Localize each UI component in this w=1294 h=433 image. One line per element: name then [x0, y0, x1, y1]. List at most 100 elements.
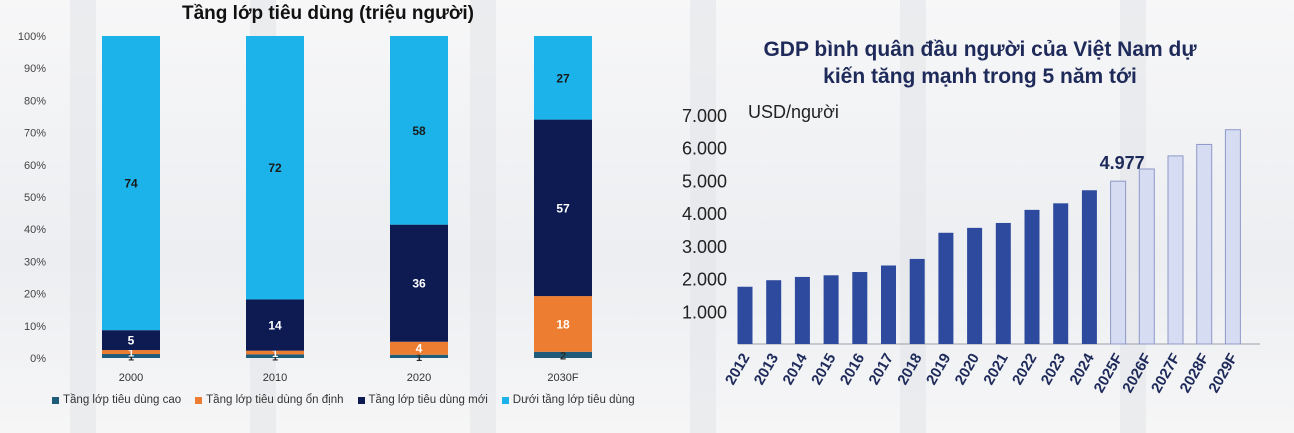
- bar-value-label: 36: [412, 277, 426, 291]
- right-xtick-label: 2022: [1009, 351, 1040, 388]
- bar-value-label: 2: [560, 350, 566, 362]
- left-ytick-label: 60%: [24, 160, 46, 172]
- consumer-class-plot: 0%10%20%30%40%50%60%70%80%90%100%1157420…: [18, 31, 592, 384]
- gdp-bar: [881, 265, 896, 344]
- right-xtick-label: 2021: [980, 351, 1011, 388]
- stacked-bar-segment: [246, 36, 304, 300]
- stacked-bar-segment: [246, 350, 304, 355]
- right-xtick-label: 2015: [808, 351, 839, 388]
- stacked-bar-segment: [246, 299, 304, 351]
- gdp-bar: [766, 280, 782, 344]
- gdp-per-capita-chart: GDP bình quân đầu người của Việt Nam dự …: [660, 0, 1294, 433]
- bar-value-label: 1: [128, 352, 134, 364]
- gdp-bar: [1196, 143, 1213, 345]
- left-xtick-label: 2000: [119, 372, 143, 384]
- legend-swatch: [357, 396, 365, 404]
- gdp-bar: [995, 222, 1011, 344]
- gdp-bar: [1224, 129, 1241, 345]
- right-chart-title: GDP bình quân đầu người của Việt Nam dự …: [763, 38, 1197, 88]
- left-ytick-label: 40%: [24, 224, 46, 236]
- bar-value-label: 4: [416, 342, 423, 356]
- left-xtick-label: 2020: [407, 372, 431, 384]
- right-xtick-label: 2014: [779, 350, 811, 388]
- stacked-bar-segment: [534, 36, 592, 120]
- right-ytick-label: 6.000: [682, 139, 727, 159]
- left-ytick-label: 100%: [18, 31, 46, 43]
- left-ytick-label: 50%: [24, 192, 46, 204]
- legend-swatch: [195, 396, 203, 404]
- left-xtick-label: 2030F: [547, 372, 578, 384]
- bar-value-label: 57: [556, 201, 570, 215]
- gdp-bar: [1081, 190, 1097, 344]
- right-xtick-label: 2013: [751, 351, 782, 388]
- bar-value-label: 1: [128, 348, 134, 360]
- gdp-bar: [1138, 168, 1155, 345]
- right-ytick-label: 2.000: [682, 270, 727, 290]
- gdp-bar: [938, 232, 954, 344]
- left-ytick-label: 70%: [24, 128, 46, 140]
- right-xtick-label: 2019: [923, 351, 954, 388]
- stacked-bar-segment: [246, 354, 304, 358]
- legend-entry: Tầng lớp tiêu dùng ổn định: [195, 394, 344, 406]
- left-ytick-label: 20%: [24, 289, 46, 301]
- bar-value-label: 72: [268, 161, 282, 175]
- right-ytick-label: 7.000: [682, 106, 727, 126]
- legend-label: Tầng lớp tiêu dùng ổn định: [206, 394, 344, 406]
- stacked-bar-segment: [102, 350, 160, 355]
- legend-entry: Tầng lớp tiêu dùng mới: [357, 394, 488, 406]
- bar-value-label: 27: [556, 71, 570, 85]
- right-xtick-label: 2012: [722, 351, 753, 388]
- bar-value-label: 5: [128, 334, 135, 348]
- gdp-bar: [967, 227, 983, 344]
- left-chart-title: Tầng lớp tiêu dùng (triệu người): [182, 3, 474, 24]
- legend-label: Dưới tầng lớp tiêu dùng: [512, 394, 635, 406]
- gdp-bar: [823, 275, 839, 344]
- bar-value-label: 1: [416, 352, 422, 364]
- stacked-bar-segment: [534, 296, 592, 352]
- legend-label: Tầng lớp tiêu dùng mới: [368, 394, 488, 406]
- bar-value-label: 1: [272, 352, 278, 364]
- gdp-bar: [852, 272, 868, 344]
- gdp-bar: [1053, 203, 1069, 344]
- stacked-bar-segment: [390, 354, 448, 358]
- gdp-bar: [1024, 209, 1040, 344]
- stacked-bar-segment: [390, 224, 448, 342]
- left-ytick-label: 0%: [30, 353, 46, 365]
- left-legend: Tầng lớp tiêu dùng cao Tầng lớp tiêu dùng…: [52, 394, 635, 406]
- stacked-bar-segment: [102, 354, 160, 358]
- left-xtick-label: 2010: [263, 372, 287, 384]
- stacked-bar-segment: [102, 330, 160, 351]
- bar-value-label: 58: [412, 124, 426, 138]
- left-ytick-label: 10%: [24, 321, 46, 333]
- legend-entry: Dưới tầng lớp tiêu dùng: [501, 394, 635, 406]
- stacked-bar-segment: [390, 341, 448, 355]
- consumer-class-chart: Tầng lớp tiêu dùng (triệu người) 0% 10% 20…: [0, 0, 640, 433]
- bar-value-label: 1: [272, 348, 278, 360]
- right-y-unit: USD/người: [748, 102, 839, 122]
- right-ytick-label: 5.000: [682, 171, 727, 191]
- gdp-bar: [1167, 155, 1184, 345]
- legend-swatch: [52, 396, 59, 404]
- annotation-value-label: 4.977: [1100, 153, 1145, 173]
- right-ytick-label: 1.000: [682, 302, 727, 322]
- stacked-bar-segment: [534, 119, 592, 297]
- right-xtick-label: 2023: [1038, 351, 1069, 388]
- gdp-bar: [909, 258, 925, 344]
- gdp-plot: 1.0002.0003.0004.0005.0006.0007.00020122…: [682, 106, 1260, 396]
- right-xtick-label: 2018: [894, 351, 925, 388]
- right-xtick-label: 2029F: [1205, 351, 1241, 396]
- gdp-bar: [794, 276, 810, 344]
- right-xtick-label: 2020: [952, 351, 983, 388]
- legend-label: Tầng lớp tiêu dùng cao: [63, 394, 182, 406]
- bar-value-label: 18: [556, 317, 570, 331]
- stacked-bar-segment: [534, 351, 592, 358]
- right-ytick-label: 4.000: [682, 204, 727, 224]
- stacked-bar-segment: [102, 36, 160, 331]
- stacked-bar-segment: [390, 36, 448, 225]
- right-xtick-label: 2017: [866, 351, 897, 388]
- right-ytick-label: 3.000: [682, 237, 727, 257]
- left-ytick-label: 80%: [24, 95, 46, 107]
- legend-swatch: [501, 396, 509, 404]
- left-ytick-label: 30%: [24, 256, 46, 268]
